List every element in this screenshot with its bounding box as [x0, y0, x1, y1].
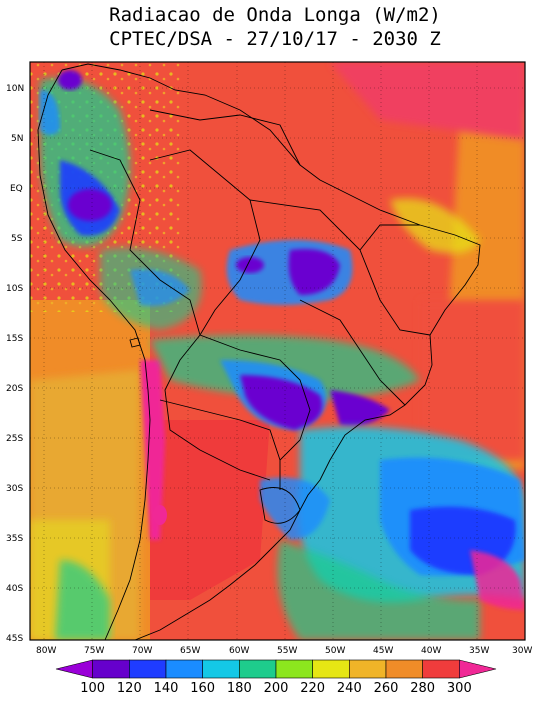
lon-label: 35W	[469, 646, 489, 656]
map-title: Radiacao de Onda Longa (W/m2)	[109, 4, 441, 26]
argentina-hot-land	[150, 420, 270, 600]
colorbar-tick-label: 300	[447, 681, 472, 696]
lon-label: 50W	[325, 646, 345, 656]
central-cluster-cold-top	[288, 249, 340, 295]
colorbar-swatch	[239, 659, 277, 679]
patagonia-green	[55, 560, 110, 640]
colorbar-tick-label: 120	[117, 681, 142, 696]
lon-label: 45W	[373, 646, 393, 656]
lat-label: 10N	[6, 84, 24, 94]
argentina-border	[159, 399, 281, 461]
lon-label: 60W	[229, 646, 249, 656]
andes-pink-spot	[153, 505, 167, 525]
lat-label: 15S	[6, 334, 23, 344]
pacific-coast-cloud	[40, 90, 60, 135]
colorbar-tick-label: 100	[80, 681, 105, 696]
olr-field	[30, 62, 525, 640]
map-frame	[29, 61, 526, 641]
latitude-labels: 10N 5N EQ 5S 10S 15S 20S 25S 30S 35S 40S…	[6, 84, 24, 644]
lat-label: EQ	[10, 184, 23, 194]
brazil-states-2	[299, 299, 406, 406]
colorbar-swatch	[275, 659, 313, 679]
graticule	[30, 62, 525, 640]
atlantic-red-region	[420, 300, 525, 460]
colorbar-tick-label: 200	[264, 681, 289, 696]
lon-label: 70W	[132, 646, 152, 656]
lat-label: 5S	[11, 234, 23, 244]
colorbar-tick-label: 160	[190, 681, 215, 696]
north-atlantic-pink	[330, 62, 525, 140]
lat-label: 5N	[11, 134, 23, 144]
colorbar-tick-label: 280	[410, 681, 435, 696]
lon-label: 55W	[277, 646, 297, 656]
frontal-west-blue	[260, 477, 330, 540]
colorbar: 100 120 140 160 180 200 220 240 260 280 300	[55, 659, 497, 696]
colorbar-swatch	[129, 659, 167, 679]
colorbar-swatch	[202, 659, 240, 679]
lon-label: 80W	[36, 646, 56, 656]
amazon-blue-cloud	[130, 269, 190, 306]
central-cluster-west-top	[236, 257, 264, 273]
south-atlantic-pink	[470, 550, 525, 610]
lat-label: 10S	[6, 284, 23, 294]
lat-label: 30S	[6, 484, 23, 494]
longitude-labels: 80W 75W 70W 65W 60W 55W 50W 45W 40W 35W …	[36, 646, 532, 656]
lon-label: 40W	[421, 646, 441, 656]
colorbar-tick-label: 220	[300, 681, 325, 696]
colorbar-tick-label: 240	[337, 681, 362, 696]
lat-label: 35S	[6, 534, 23, 544]
nw-cold-top	[68, 189, 112, 221]
colorbar-swatch	[92, 659, 130, 679]
uruguay-border	[259, 487, 301, 524]
andean-borders	[89, 149, 271, 481]
lon-label: 75W	[84, 646, 104, 656]
coastlines-borders	[37, 63, 481, 641]
lat-label: 25S	[6, 434, 23, 444]
lon-label: 30W	[512, 646, 532, 656]
brazil-states-3	[359, 224, 420, 251]
colorbar-swatch	[459, 659, 497, 679]
lat-label: 20S	[6, 384, 23, 394]
lat-label: 40S	[6, 584, 23, 594]
colorbar-swatch	[422, 659, 460, 679]
lon-label: 65W	[180, 646, 200, 656]
sacz-cold-top	[240, 375, 323, 430]
lat-label: 45S	[6, 634, 23, 644]
frontal-green-tail	[277, 540, 480, 640]
colorbar-tick-label: 180	[227, 681, 252, 696]
andes-pink-strip	[140, 360, 165, 540]
colorbar-swatch	[385, 659, 423, 679]
colorbar-swatch	[165, 659, 203, 679]
colombia-cold-top	[58, 70, 82, 90]
colorbar-tick-label: 260	[374, 681, 399, 696]
colorbar-swatch	[349, 659, 387, 679]
colorbar-swatch	[312, 659, 350, 679]
brazil-states-1	[249, 199, 431, 336]
lake-titicaca	[129, 337, 141, 348]
venezuela-guianas-border	[149, 109, 301, 166]
ne-brazil-yellow	[390, 198, 480, 254]
colorbar-tick-label: 140	[154, 681, 179, 696]
sacz-east-cold-top	[330, 390, 390, 426]
map-subtitle: CPTEC/DSA - 27/10/17 - 2030 Z	[109, 28, 441, 50]
colorbar-swatch	[55, 659, 93, 679]
